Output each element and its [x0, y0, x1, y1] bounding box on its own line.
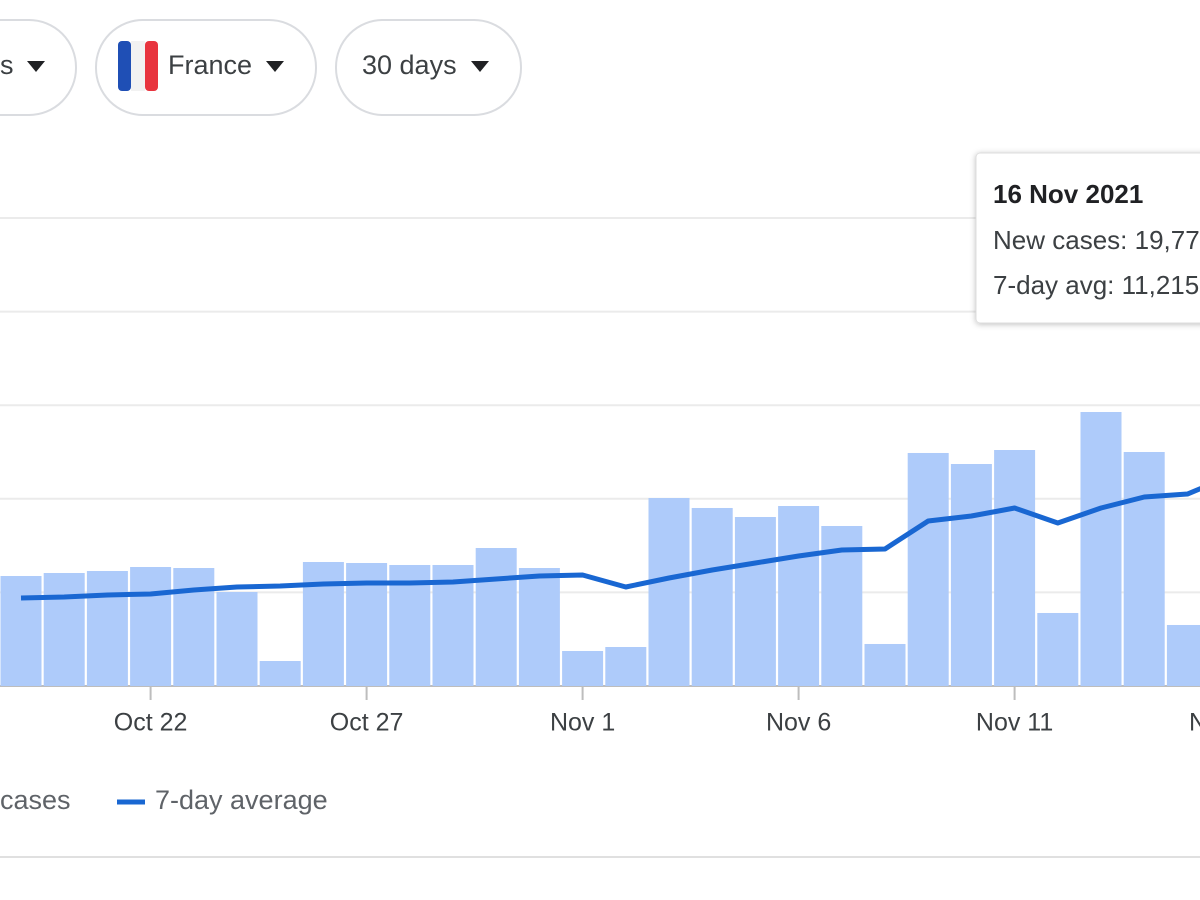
- dropdown-arrow[interactable]: [27, 61, 45, 72]
- x-tick-label: Nov 11: [976, 709, 1053, 737]
- dropdown-label[interactable]: France: [168, 50, 252, 80]
- bar: [1080, 411, 1122, 686]
- tooltip: [975, 152, 1200, 324]
- bar: [432, 564, 474, 686]
- bar: [518, 568, 560, 686]
- bar: [605, 647, 647, 686]
- bar: [130, 566, 172, 686]
- x-tick-label: N: [1189, 709, 1200, 737]
- bar: [216, 592, 258, 686]
- bar: [950, 463, 992, 686]
- legend-label: cases: [0, 785, 71, 815]
- dropdown-arrow[interactable]: [266, 61, 284, 72]
- bar: [1037, 612, 1079, 686]
- bar: [778, 506, 820, 686]
- x-tick-label: Oct 22: [114, 709, 188, 737]
- tooltip-line: New cases: 19,77: [993, 225, 1200, 255]
- bar: [994, 449, 1036, 686]
- bar: [1166, 624, 1200, 686]
- bar: [43, 573, 85, 686]
- x-tick-label: Nov 1: [550, 709, 615, 737]
- bar: [86, 571, 128, 686]
- bar: [0, 576, 42, 686]
- flag-icon: [118, 41, 158, 91]
- line: [20, 486, 1200, 601]
- bar: [173, 568, 215, 686]
- bar: [691, 507, 733, 686]
- bar: [907, 452, 949, 686]
- dropdown-label[interactable]: 30 days: [362, 50, 457, 80]
- bar: [562, 650, 604, 686]
- tooltip-line: 7-day avg: 11,215: [993, 270, 1199, 300]
- bar: [734, 516, 776, 686]
- x-tick-label: Nov 6: [766, 709, 831, 737]
- bar: [1123, 452, 1165, 686]
- bar: [475, 547, 517, 686]
- dropdown-arrow[interactable]: [471, 61, 489, 72]
- bar: [648, 497, 690, 686]
- legend-label: 7-day average: [155, 785, 328, 815]
- bar: [259, 661, 301, 686]
- bar: [302, 561, 344, 686]
- tooltip-title: 16 Nov 2021: [993, 179, 1143, 209]
- dropdown-label[interactable]: s: [0, 50, 14, 80]
- dropdown[interactable]: [335, 19, 522, 116]
- x-tick-label: Oct 27: [330, 709, 404, 737]
- bar: [864, 643, 906, 686]
